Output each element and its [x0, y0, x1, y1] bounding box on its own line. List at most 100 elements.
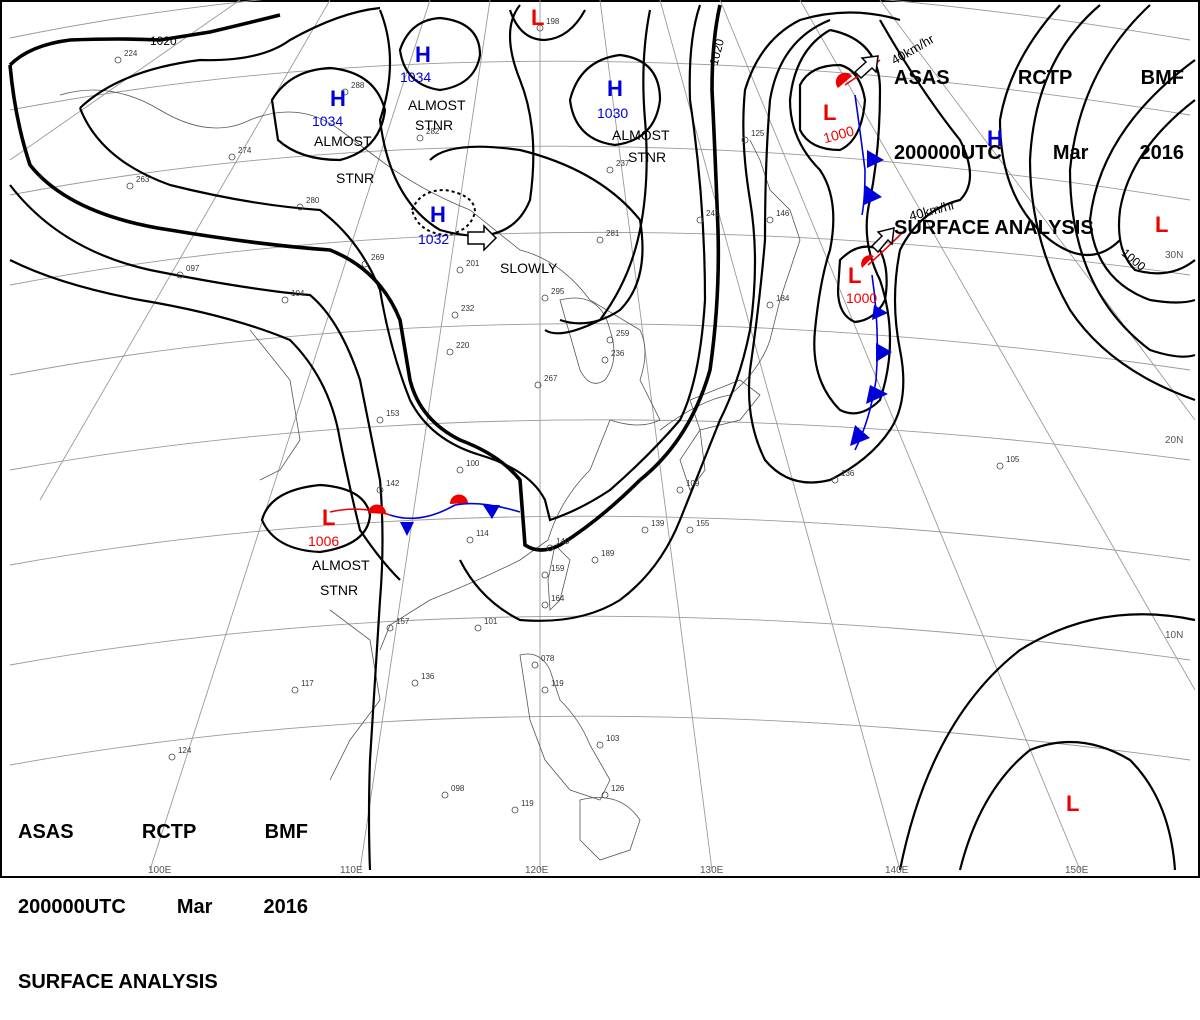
isobar-1008: [9, 259, 401, 581]
isobar-bottom-right-1: [958, 740, 1177, 871]
isobar-mid: [429, 145, 644, 325]
station-marker: [696, 216, 704, 224]
parallel-line: [9, 515, 1191, 566]
meridian-line: [799, 0, 1196, 691]
cold-front-line: [854, 274, 879, 451]
station-pressure-label: 153: [386, 409, 400, 418]
isobar-H1034a: [270, 66, 387, 162]
isobar-H1034b: [398, 16, 482, 92]
station-pressure-label: 078: [541, 654, 555, 663]
station-pressure-label: 103: [606, 734, 620, 743]
station-pressure-label: 098: [451, 784, 465, 793]
coastline: [559, 297, 615, 384]
cold-front-symbol: [872, 305, 888, 320]
movement-arrow-icon: [853, 55, 879, 80]
coastline: [679, 428, 706, 491]
isobar-1000b: [836, 245, 888, 324]
low-center: L 1000: [822, 100, 856, 146]
isobar-1000: [798, 63, 867, 152]
high-center: H 1034: [400, 42, 431, 85]
coordinate-labels: 30N 20N 10N 100E 110E 120E 130E 140E 150…: [148, 250, 1183, 876]
isobar-far-right-5: [1028, 4, 1196, 402]
header-line-2: 200000UTC Mar 2016: [894, 141, 1184, 166]
station-marker: [531, 661, 539, 669]
station-marker: [411, 679, 419, 687]
cold-front-symbol: [400, 522, 414, 536]
cold-front-symbol: [876, 343, 892, 362]
warm-front-symbol: [835, 72, 852, 88]
isobar-1008: [459, 11, 901, 622]
station-marker: [451, 311, 459, 319]
station-marker: [441, 791, 449, 799]
station-pressure-label: 104: [291, 289, 305, 298]
station-marker: [601, 791, 609, 799]
isobar-H1030: [568, 53, 662, 147]
station-pressure-label: 100: [466, 459, 480, 468]
station-marker: [541, 571, 549, 579]
header-line-1: ASAS RCTP BMF: [18, 820, 308, 845]
station-marker: [296, 203, 304, 211]
longitude-label: 150E: [1065, 865, 1089, 876]
station-pressure-label: 159: [551, 564, 565, 573]
station-pressure-label: 282: [426, 127, 440, 136]
front-symbols: [368, 72, 892, 536]
station-marker: [534, 381, 542, 389]
movement-arrow-icon: [870, 227, 895, 254]
coastline: [547, 544, 571, 611]
graticule: [9, 0, 1196, 871]
station-marker: [228, 153, 236, 161]
station-pressure-label: 136: [841, 469, 855, 478]
station-pressure-label: 201: [466, 259, 480, 268]
parallel-line: [9, 615, 1191, 666]
station-marker: [831, 476, 839, 484]
station-pressure-label: 140: [556, 537, 570, 546]
station-pressure-label: 126: [611, 784, 625, 793]
station-pressure-label: 241: [706, 209, 720, 218]
station-pressure-label: 164: [551, 594, 565, 603]
chart-header-top: ASAS RCTP BMF 200000UTC Mar 2016 SURFACE…: [894, 16, 1184, 266]
header-line-2: 200000UTC Mar 2016: [18, 895, 308, 920]
pressure-value: 1034: [400, 69, 431, 85]
isobar-bottom-right-2: [898, 613, 1196, 871]
isobar-L1006: [260, 483, 372, 554]
movement-arrows: [467, 55, 895, 254]
station-marker: [114, 56, 122, 64]
longitude-label: 140E: [885, 865, 909, 876]
pressure-value: 1032: [418, 231, 449, 247]
station-pressure-label: 281: [606, 229, 620, 238]
parallel-line: [9, 323, 1191, 376]
warm-front-line: [867, 229, 906, 266]
station-marker: [741, 136, 749, 144]
cold-front-symbol: [864, 185, 882, 205]
header-station: RCTP: [141, 821, 197, 843]
high-center: H 1034: [312, 86, 346, 129]
station-marker: [676, 486, 684, 494]
station-pressure-label: 224: [124, 49, 138, 58]
header-originator: BMF: [1140, 67, 1184, 89]
isobar-north-L: [508, 9, 586, 42]
header-title: SURFACE ANALYSIS: [894, 217, 1094, 239]
coastline: [519, 653, 611, 801]
low-symbol: L: [531, 5, 544, 30]
high-center: H 1032: [418, 202, 449, 247]
header-code: ASAS: [894, 67, 950, 89]
station-pressure-label: 117: [301, 679, 314, 688]
station-marker: [341, 88, 349, 96]
station-marker: [606, 336, 614, 344]
station-pressure-label: 109: [686, 479, 700, 488]
station-pressure-label: 263: [136, 175, 150, 184]
parallel-line: [9, 715, 1191, 766]
station-pressure-label: 198: [546, 17, 560, 26]
longitude-label: 100E: [148, 865, 172, 876]
station-pressure-label: 288: [351, 81, 365, 90]
station-marker: [596, 741, 604, 749]
station-pressure-label: 157: [396, 617, 410, 626]
parallel-line: [9, 60, 1191, 116]
high-center: H 1030: [597, 76, 628, 121]
header-month: Mar: [1052, 142, 1089, 164]
warm-front-symbol: [368, 504, 387, 514]
header-year: 2016: [1139, 142, 1184, 164]
station-pressure-label: 259: [616, 329, 630, 338]
cold-front-symbol: [850, 425, 870, 446]
station-marker: [456, 266, 464, 274]
